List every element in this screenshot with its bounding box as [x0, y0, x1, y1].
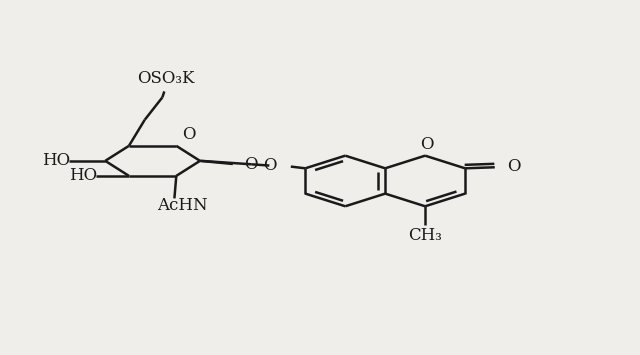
Text: CH₃: CH₃	[408, 227, 442, 244]
Text: O: O	[420, 136, 434, 153]
Text: HO: HO	[42, 152, 70, 169]
Text: AcHN: AcHN	[157, 197, 208, 214]
Text: OSO₃K: OSO₃K	[137, 70, 195, 87]
Text: O: O	[264, 157, 277, 174]
Text: O: O	[182, 126, 196, 143]
Text: O: O	[508, 158, 521, 175]
Text: HO: HO	[69, 167, 97, 184]
Text: O: O	[244, 156, 258, 173]
